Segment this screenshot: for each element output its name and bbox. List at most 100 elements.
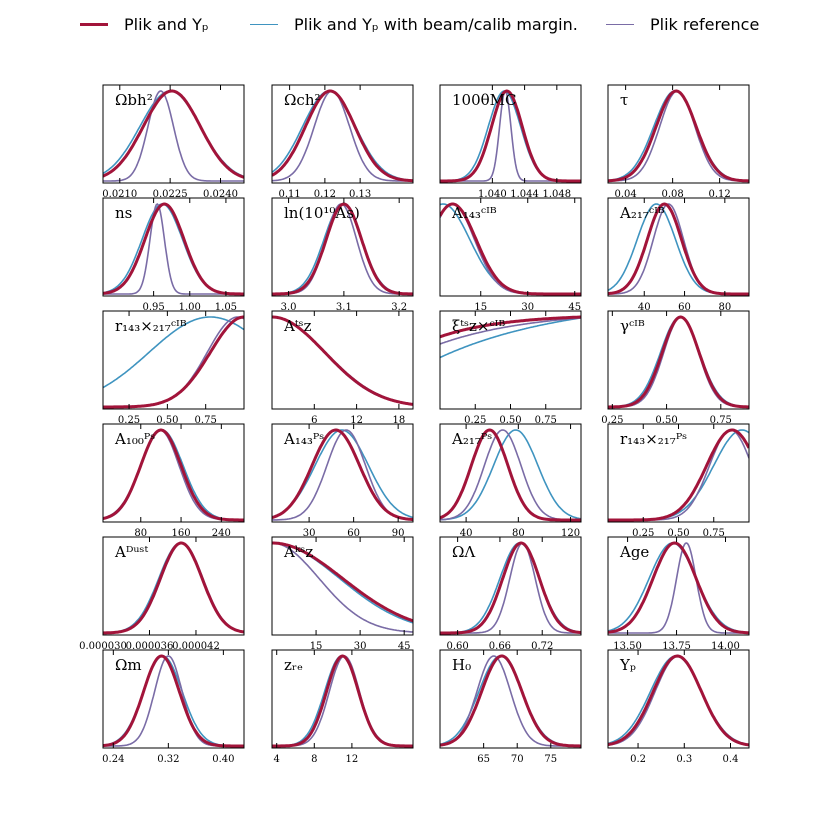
- tick-label: 45: [398, 641, 411, 652]
- panel-4: 0.04 0.08 0.12 τ: [607, 84, 750, 200]
- panel-18: 15 30 45 Aᵏˢᴢ: [271, 536, 414, 652]
- panel-13: 80 160 240 A₁₀₀ᴾˢ: [102, 423, 245, 539]
- tick-label: 70: [511, 754, 524, 765]
- curve-series-3: [440, 317, 581, 345]
- curve-series-3: [608, 90, 749, 182]
- tick-label: 0.000030: [79, 641, 127, 652]
- curve-series-2: [440, 429, 581, 521]
- panel-title: ξᵗˢᴢ×ᶜᴵᴮ: [452, 317, 505, 335]
- tick-label: 90: [392, 528, 405, 539]
- panel-title: A₁₄₃ᴾˢ: [283, 430, 324, 448]
- curve-series-1: [103, 202, 244, 296]
- tick-label: 30: [354, 641, 367, 652]
- panel-curves: [440, 654, 581, 748]
- curve-series-1: [103, 428, 244, 522]
- tick-label: 0.000036: [126, 641, 174, 652]
- tick-label: 60: [678, 302, 691, 313]
- tick-label: 0.72: [531, 641, 553, 652]
- panel-5: 0.95 1.00 1.05 ns: [102, 197, 245, 313]
- legend: Plik and Yₚ Plik and Yₚ with beam/calib …: [0, 0, 830, 50]
- panel-title: 100θMC: [452, 91, 517, 109]
- panel-title: τ: [620, 91, 628, 109]
- curve-series-1: [103, 89, 244, 179]
- panel-curves: [103, 541, 244, 635]
- tick-label: 14.00: [711, 641, 740, 652]
- tick-label: 0.50: [667, 528, 689, 539]
- panel-7: 15 30 45 A₁₄₃ᶜᴵᴮ: [439, 197, 582, 313]
- tick-label: 40: [638, 302, 651, 313]
- panel-curves: [272, 654, 413, 748]
- panel-curves: [440, 315, 581, 359]
- tick-label: 1.00: [179, 302, 201, 313]
- tick-label: 3.2: [391, 302, 407, 313]
- tick-label: 0.04: [614, 189, 636, 200]
- tick-label: 0.25: [118, 415, 140, 426]
- panel-curves: [608, 89, 749, 183]
- legend-item-plik-yp: Plik and Yₚ: [80, 12, 209, 36]
- tick-label: 1.040: [478, 189, 507, 200]
- tick-label: 0.32: [157, 754, 179, 765]
- panel-frame: [439, 649, 582, 749]
- tick-label: 0.66: [489, 641, 511, 652]
- panel-curves: [608, 654, 749, 747]
- panel-frame: [439, 84, 582, 184]
- tick-label: 1.044: [510, 189, 539, 200]
- panel-frame: [607, 310, 750, 410]
- tick-label: 80: [718, 302, 731, 313]
- tick-label: 6: [311, 415, 317, 426]
- panel-title: Age: [619, 543, 649, 561]
- panel-3: 1.040 1.044 1.048 100θMC: [439, 84, 582, 200]
- panel-frame: [102, 536, 245, 636]
- tick-label: 0.12: [708, 189, 730, 200]
- panel-15: 40 80 120 A₂₁₇ᴾˢ: [439, 423, 582, 539]
- panel-frame: [102, 197, 245, 297]
- panel-title: ΩΛ: [452, 543, 475, 561]
- tick-label: 0.25: [601, 415, 623, 426]
- panel-title: A₁₀₀ᴾˢ: [114, 430, 155, 448]
- panel-14: 30 60 90 A₁₄₃ᴾˢ: [271, 423, 414, 539]
- panel-curves: [272, 202, 413, 296]
- legend-swatch: [250, 23, 278, 25]
- curve-series-1: [272, 315, 413, 406]
- tick-label: 75: [544, 754, 557, 765]
- panel-frame: [439, 197, 582, 297]
- panel-22: 4 8 12 zᵣₑ: [271, 649, 414, 765]
- tick-label: 30: [521, 302, 534, 313]
- curve-series-1: [103, 541, 244, 635]
- tick-label: 12: [350, 415, 363, 426]
- panel-curves: [272, 541, 413, 633]
- tick-label: 0.25: [632, 528, 654, 539]
- panel-title: zᵣₑ: [284, 656, 303, 674]
- tick-label: 80: [512, 528, 525, 539]
- tick-label: 1.048: [543, 189, 572, 200]
- tick-label: 15: [474, 302, 487, 313]
- tick-label: 0.12: [314, 189, 336, 200]
- curve-series-1: [440, 428, 581, 522]
- panel-24: 0.2 0.3 0.4 Yₚ: [607, 649, 750, 765]
- tick-label: 0.75: [703, 528, 725, 539]
- panel-20: 13.50 13.75 14.00 Age: [607, 536, 750, 652]
- tick-label: 0.2: [630, 754, 646, 765]
- tick-label: 0.13: [349, 189, 371, 200]
- legend-label: Plik reference: [650, 14, 760, 34]
- tick-label: 40: [460, 528, 473, 539]
- panel-2: 0.11 0.12 0.13 Ωch²: [271, 84, 414, 200]
- curve-series-1: [608, 428, 749, 522]
- panel-title: Ωch²: [284, 91, 321, 109]
- panel-frame: [102, 310, 245, 410]
- panel-1: 0.0210 0.0225 0.0240 Ωbh²: [102, 84, 245, 200]
- tick-label: 15: [310, 641, 323, 652]
- tick-label: 0.25: [464, 415, 486, 426]
- tick-label: 65: [477, 754, 490, 765]
- tick-label: 0.000042: [172, 641, 220, 652]
- curve-series-1: [272, 89, 413, 183]
- panel-curves: [103, 202, 244, 296]
- tick-label: 0.40: [212, 754, 234, 765]
- panel-frame: [607, 84, 750, 184]
- panel-curves: [440, 89, 581, 183]
- curve-series-1: [103, 315, 244, 409]
- panel-frame: [607, 197, 750, 297]
- tick-label: 0.24: [102, 754, 124, 765]
- tick-label: 3.0: [281, 302, 297, 313]
